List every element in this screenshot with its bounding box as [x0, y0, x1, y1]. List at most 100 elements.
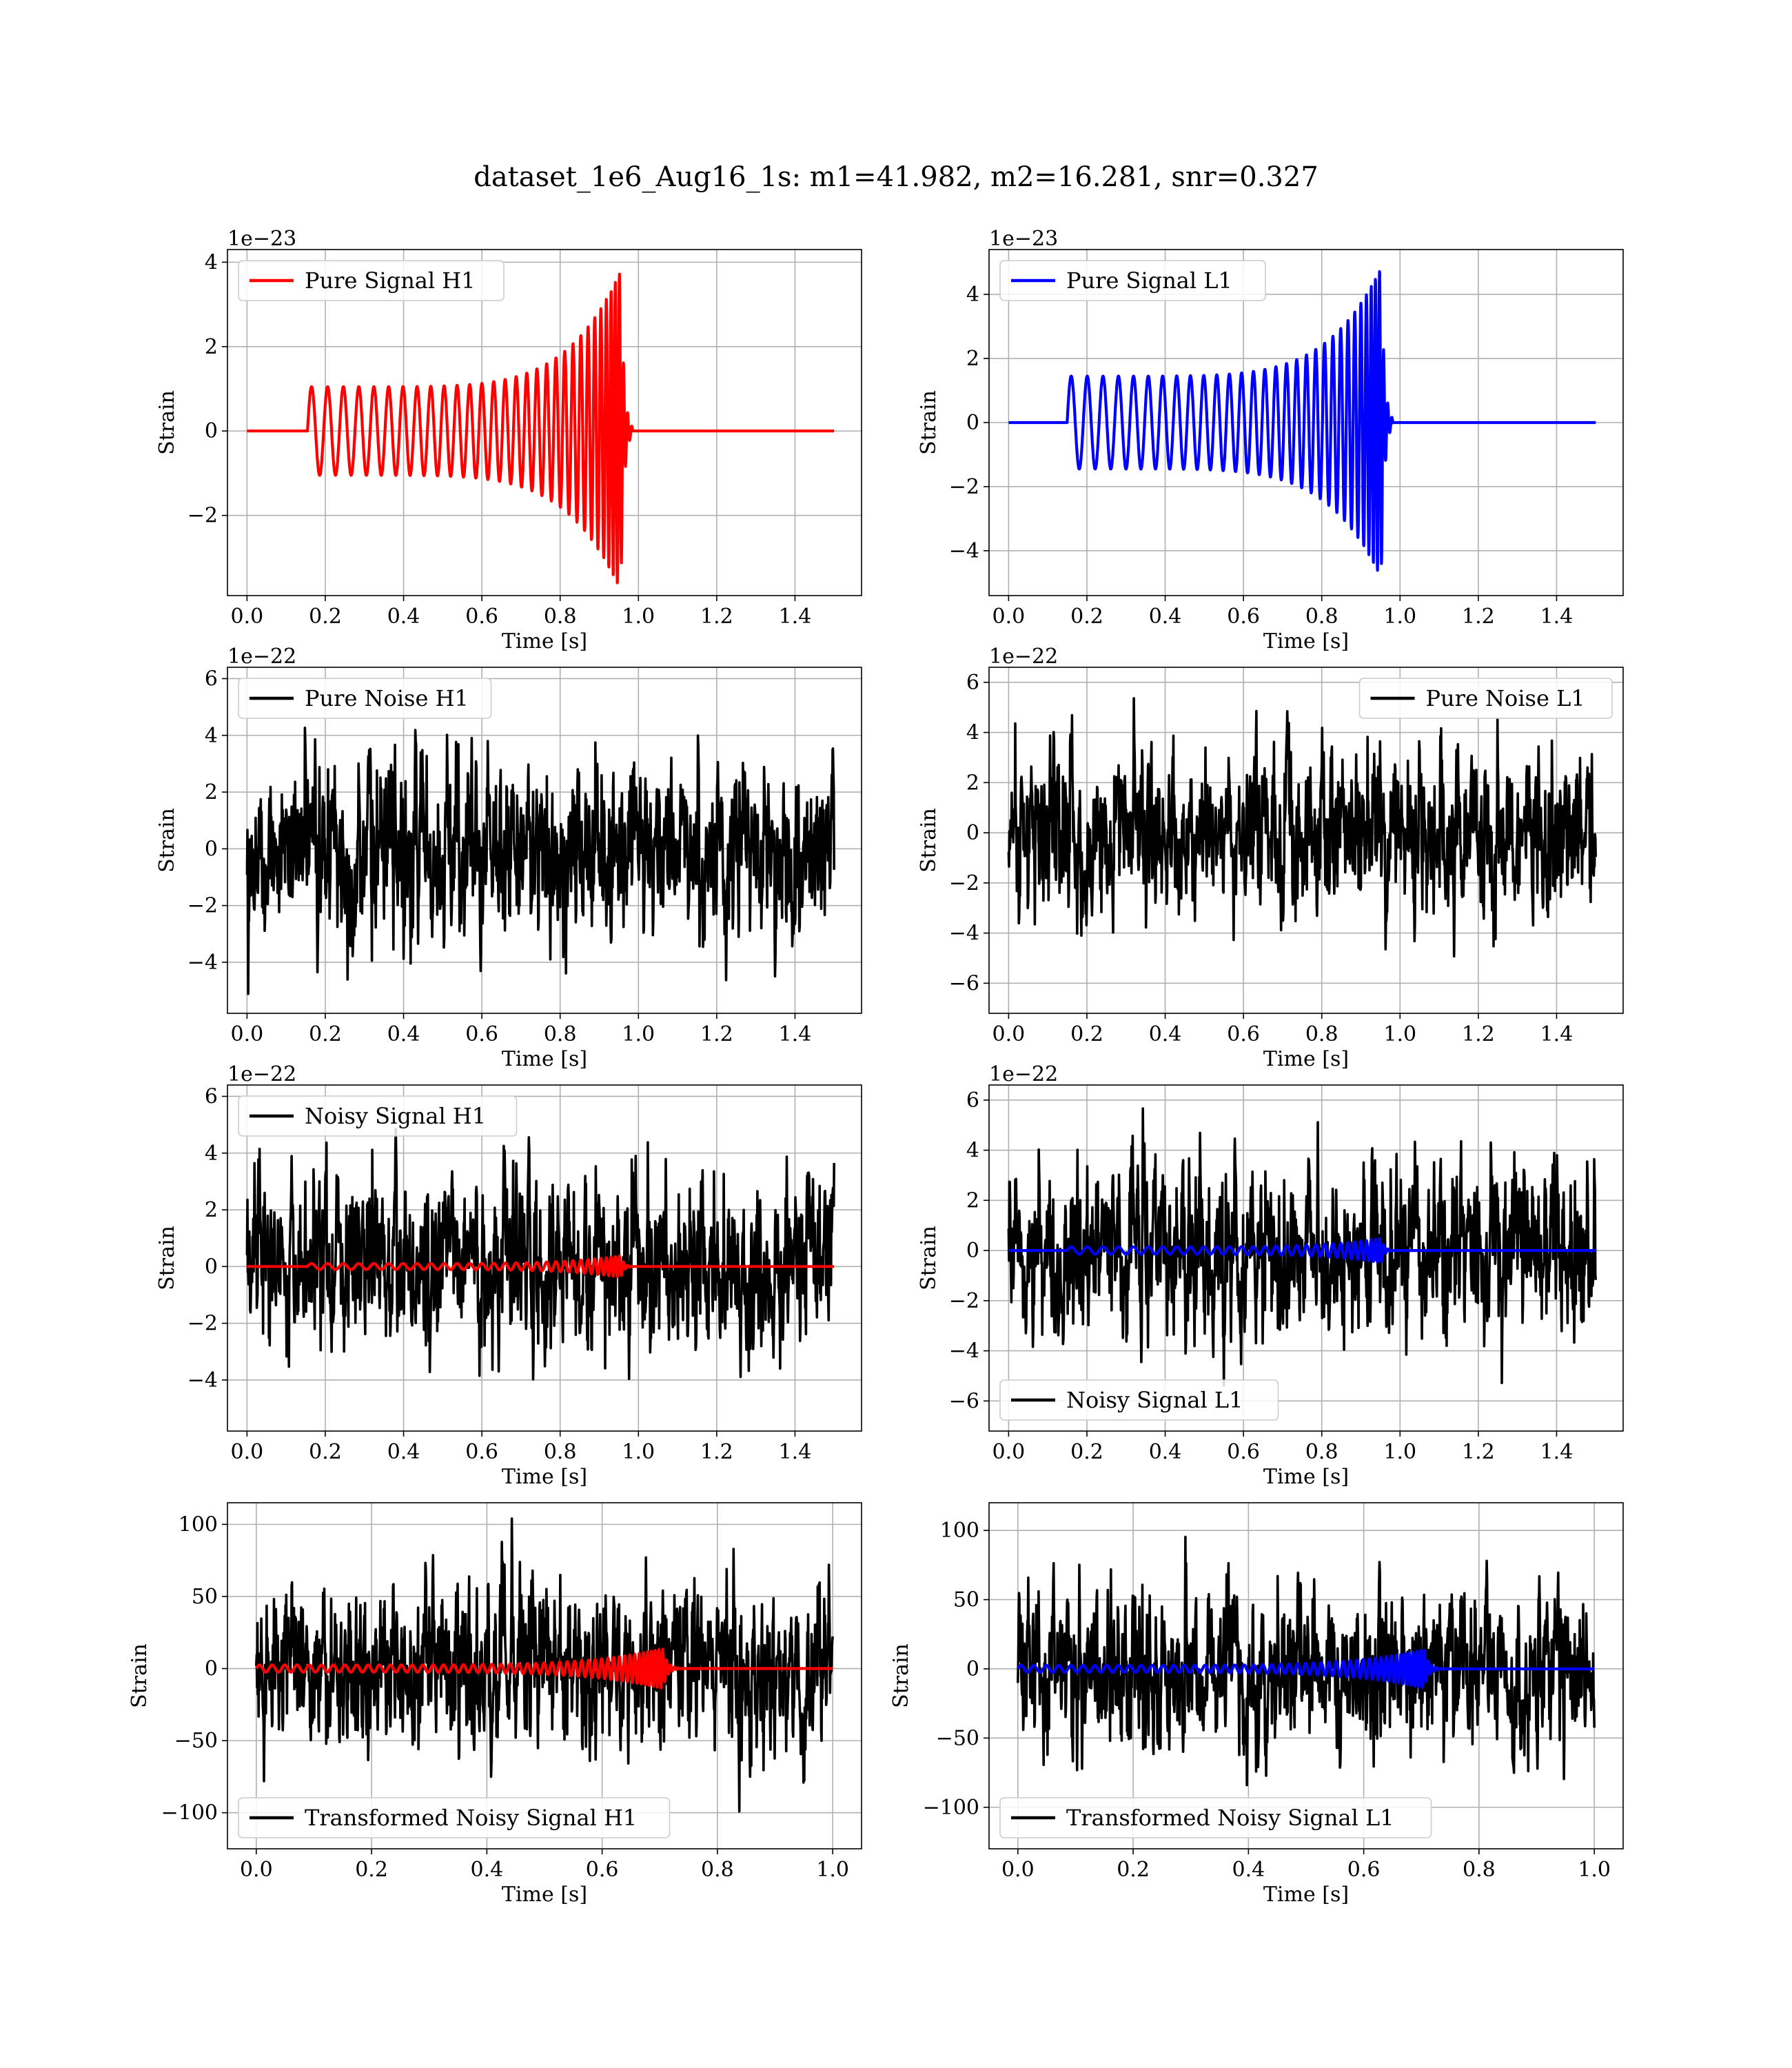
x-tick-label: 0.4 [387, 605, 420, 629]
axes-frame [988, 1084, 1624, 1432]
x-tick-label: 0.0 [231, 1440, 264, 1464]
y-tick-label: −50 [936, 1726, 979, 1750]
y-axis-label: Strain [155, 390, 179, 455]
legend: Noisy Signal L1 [999, 1379, 1279, 1421]
y-tick-label: 2 [205, 780, 218, 804]
legend-box [999, 1797, 1432, 1838]
x-axis-label: Time [s] [1263, 1047, 1349, 1071]
y-tick-label: −2 [187, 504, 218, 528]
series-line-overlay-1 [254, 1648, 834, 1690]
x-tick-label: 0.6 [1227, 1440, 1260, 1464]
subplot-pure-signal-h1: 0.0 0.2 0.4 0.6 0.8 1.0 1.2 1.4 −2 0 2 4 Time [s] Str… [155, 227, 862, 653]
y-tick-label: 4 [966, 1139, 979, 1163]
y-tick-label: 2 [966, 1188, 979, 1213]
y-axis-label: Strain [155, 808, 179, 873]
series-group [1007, 1107, 1598, 1387]
x-tick-label: 1.0 [816, 1858, 849, 1882]
y-tick-label: −4 [949, 539, 979, 563]
y-tick-label: 0 [966, 1657, 979, 1681]
y-tick-label: −100 [161, 1801, 218, 1825]
y-tick-label: 50 [953, 1588, 979, 1612]
y-tick-label: −2 [187, 894, 218, 918]
x-tick-label: 0.8 [701, 1858, 734, 1882]
legend: Noisy Signal H1 [238, 1095, 518, 1137]
y-tick-label: 4 [205, 1142, 218, 1166]
x-tick-label: 1.4 [779, 1440, 812, 1464]
y-tick-label: 0 [966, 411, 979, 435]
x-tick-label: 0.4 [387, 1022, 420, 1046]
y-tick-label: 4 [966, 721, 979, 745]
x-tick-label: 0.6 [465, 1022, 498, 1046]
x-tick-label: 0.2 [309, 605, 342, 629]
y-tick-label: 0 [205, 1255, 218, 1279]
legend-label: Noisy Signal L1 [1066, 1387, 1243, 1413]
y-tick-label: 6 [205, 667, 218, 691]
x-tick-label: 1.0 [622, 1440, 655, 1464]
legend: Pure Signal L1 [999, 260, 1266, 301]
x-tick-label: 1.0 [1383, 1440, 1416, 1464]
x-tick-label: 1.2 [700, 605, 733, 629]
x-tick-label: 0.8 [544, 1022, 577, 1046]
x-tick-label: 0.6 [1227, 605, 1260, 629]
series-line-overlay-1 [245, 1254, 836, 1279]
y-tick-label: 6 [966, 671, 979, 695]
legend-label: Noisy Signal H1 [305, 1103, 486, 1129]
x-axis-label: Time [s] [502, 1465, 587, 1489]
y-tick-label: −50 [174, 1729, 218, 1753]
x-axis-label: Time [s] [1263, 629, 1349, 653]
x-tick-label: 0.2 [1117, 1858, 1150, 1882]
legend: Pure Noise H1 [238, 678, 492, 719]
x-tick-label: 0.6 [586, 1858, 619, 1882]
x-tick-label: 0.0 [240, 1858, 273, 1882]
legend-label: Transformed Noisy Signal L1 [1066, 1805, 1394, 1831]
y-tick-label: 100 [179, 1512, 218, 1537]
x-tick-label: 0.2 [309, 1022, 342, 1046]
series-line-pure-signal-h1 [245, 272, 836, 585]
axes-frame [988, 667, 1624, 1014]
y-tick-label: −4 [187, 1368, 218, 1392]
x-tick-label: 0.8 [1305, 1022, 1338, 1046]
legend-label: Pure Signal L1 [1066, 267, 1232, 294]
x-tick-label: 1.0 [1578, 1858, 1611, 1882]
subplot-pure-signal-l1: 0.0 0.2 0.4 0.6 0.8 1.0 1.2 1.4 −4 −2 0 2 4 Time [s] S… [917, 227, 1624, 653]
x-tick-label: 1.4 [1540, 1022, 1574, 1046]
y-axis-label: Strain [917, 1226, 941, 1290]
legend-box [1358, 678, 1613, 719]
y-tick-label: −100 [923, 1796, 979, 1820]
x-tick-label: 0.0 [231, 1022, 264, 1046]
series-line-pure-signal-l1 [1007, 270, 1598, 572]
x-tick-label: 0.8 [1305, 605, 1338, 629]
x-tick-label: 1.0 [1383, 1022, 1416, 1046]
x-tick-label: 0.0 [1001, 1858, 1035, 1882]
y-tick-label: 100 [940, 1519, 979, 1543]
x-axis-label: Time [s] [1263, 1883, 1349, 1907]
y-tick-label: 2 [205, 1198, 218, 1222]
x-tick-label: 0.2 [309, 1440, 342, 1464]
axis-offset-label: 1e−22 [227, 1062, 296, 1086]
y-tick-label: 50 [192, 1585, 218, 1609]
x-tick-label: 0.4 [387, 1440, 420, 1464]
y-tick-label: −4 [187, 951, 218, 975]
series-line-transformed-noisy-signal-h1 [255, 1517, 834, 1813]
axes-frame [227, 249, 862, 596]
x-axis-label: Time [s] [502, 629, 587, 653]
series-group [245, 727, 835, 995]
x-tick-label: 1.4 [779, 1022, 812, 1046]
y-tick-label: −4 [949, 922, 979, 946]
legend-box [999, 1379, 1279, 1421]
x-tick-label: 0.6 [1347, 1858, 1381, 1882]
subplot-transformed-noisy-signal-l1: 0.0 0.2 0.4 0.6 0.8 1.0 −100 −50 0 50 100 Time [s] S… [889, 1502, 1624, 1907]
subplot-pure-noise-h1: 0.0 0.2 0.4 0.6 0.8 1.0 1.2 1.4 −4 −2 0 2 4 6 Time [s]… [155, 645, 862, 1071]
x-tick-label: 1.4 [1540, 1440, 1574, 1464]
subplot-pure-noise-l1: 0.0 0.2 0.4 0.6 0.8 1.0 1.2 1.4 −6 −4 −2 0 2 4 6 Time [… [917, 645, 1624, 1071]
y-axis-label: Strain [917, 808, 941, 873]
y-tick-label: −6 [949, 971, 979, 995]
x-tick-label: 0.2 [1070, 1440, 1103, 1464]
y-tick-label: −2 [949, 871, 979, 895]
legend: Transformed Noisy Signal L1 [999, 1797, 1432, 1838]
axes-frame [227, 1502, 862, 1849]
series-line-pure-noise-l1 [1007, 697, 1597, 958]
series-line-overlay-1 [1016, 1649, 1596, 1690]
series-group [254, 1517, 834, 1813]
x-tick-label: 1.0 [622, 1022, 655, 1046]
